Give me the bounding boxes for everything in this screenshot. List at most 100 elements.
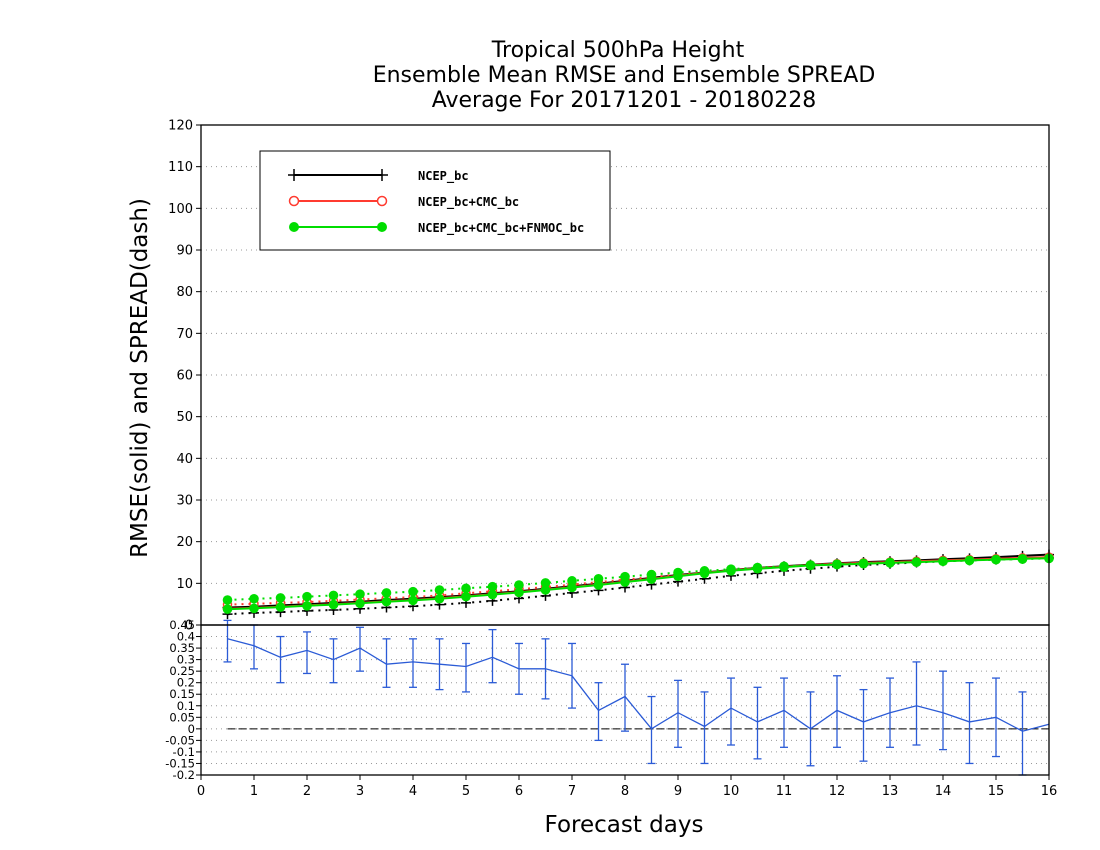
x-tick-label: 13 bbox=[882, 784, 899, 799]
spread-marker bbox=[620, 571, 630, 582]
rmse-marker bbox=[302, 601, 312, 611]
y-tick-label: 30 bbox=[176, 494, 193, 509]
y-tick-label-bottom: 0.05 bbox=[169, 710, 195, 724]
x-tick-label: 12 bbox=[829, 784, 846, 799]
spread-marker bbox=[593, 573, 604, 584]
x-tick-label: 15 bbox=[988, 784, 1005, 799]
spread-marker bbox=[752, 562, 763, 573]
spread-marker bbox=[302, 591, 312, 602]
y-tick-label-bottom: -0.1 bbox=[173, 745, 195, 759]
y-tick-label: 120 bbox=[168, 119, 193, 134]
y-tick-label-bottom: 0.2 bbox=[177, 676, 195, 690]
rmse-marker bbox=[222, 604, 233, 614]
spread-marker bbox=[355, 589, 365, 599]
spread-marker bbox=[434, 585, 445, 595]
y-tick-label: 80 bbox=[176, 285, 193, 300]
spread-marker bbox=[514, 580, 524, 590]
spread-marker bbox=[1017, 554, 1028, 564]
spread-marker bbox=[911, 557, 922, 567]
x-tick-label: 4 bbox=[409, 784, 417, 799]
top-panel-series bbox=[222, 549, 1054, 620]
y-tick-label: 60 bbox=[176, 369, 193, 384]
axes: 0102030405060708090100110120-0.2-0.15-0.… bbox=[165, 119, 1057, 800]
x-tick-label: 2 bbox=[303, 784, 311, 799]
x-tick-label: 6 bbox=[515, 784, 523, 799]
y-tick-label-bottom: -0.2 bbox=[173, 768, 195, 782]
y-tick-label-bottom: -0.15 bbox=[165, 756, 195, 770]
y-tick-label: 40 bbox=[176, 452, 193, 467]
spread-marker bbox=[461, 583, 471, 594]
y-tick-label-bottom: 0.4 bbox=[177, 630, 195, 644]
spread-marker bbox=[779, 561, 789, 572]
bottom-panel-grid bbox=[201, 636, 1049, 764]
rmse-marker bbox=[487, 589, 498, 600]
chart-subtitle: Ensemble Mean RMSE and Ensemble SPREAD bbox=[373, 63, 876, 88]
spread-marker bbox=[673, 567, 683, 578]
x-tick-label: 3 bbox=[356, 784, 364, 799]
rmse-marker bbox=[567, 582, 577, 593]
y-tick-label-bottom: 0.3 bbox=[177, 653, 195, 667]
spread-marker bbox=[249, 593, 259, 604]
rmse-marker bbox=[381, 596, 392, 607]
rmse-marker bbox=[434, 593, 445, 604]
legend-label-ncep: NCEP_bc bbox=[418, 169, 469, 184]
legend: NCEP_bc NCEP_bc+CMC_bc NCEP_bc+CMC_bc+FN… bbox=[259, 150, 611, 251]
x-tick-label: 7 bbox=[568, 784, 576, 799]
legend-marker-ncep-cmc-b bbox=[376, 195, 388, 207]
y-tick-label: 20 bbox=[176, 535, 193, 550]
legend-marker-ncep bbox=[288, 169, 388, 181]
y-tick-label-bottom: 0.35 bbox=[169, 641, 195, 655]
rmse-marker bbox=[540, 585, 551, 595]
y-tick-label: 90 bbox=[176, 244, 193, 259]
rmse-marker bbox=[275, 602, 286, 612]
x-tick-label: 8 bbox=[621, 784, 629, 799]
x-tick-label: 16 bbox=[1041, 784, 1058, 799]
spread-marker bbox=[487, 581, 498, 592]
spread-marker bbox=[540, 578, 551, 588]
x-axis-title: Forecast days bbox=[545, 812, 704, 838]
y-tick-label: 110 bbox=[168, 160, 193, 175]
legend-marker-ncep-cmc-a bbox=[288, 195, 300, 207]
spread-marker bbox=[328, 590, 339, 601]
difference-line bbox=[227, 638, 1050, 732]
chart-title: Tropical 500hPa Height bbox=[491, 38, 745, 63]
rmse-marker bbox=[355, 598, 365, 609]
spread-marker bbox=[726, 564, 736, 574]
spread-marker bbox=[964, 555, 975, 566]
y-tick-label: 10 bbox=[176, 577, 193, 592]
x-tick-label: 1 bbox=[250, 784, 258, 799]
y-tick-label-bottom: 0.25 bbox=[169, 664, 195, 678]
bottom-panel-series bbox=[223, 619, 1050, 776]
legend-marker-ncep-cmc-fnmoc-b bbox=[377, 222, 387, 232]
y-tick-label: 50 bbox=[176, 410, 193, 425]
spread-marker bbox=[408, 586, 418, 597]
rmse-marker bbox=[461, 591, 471, 602]
spread-marker bbox=[222, 595, 233, 605]
spread-marker bbox=[381, 588, 392, 598]
y-tick-label-bottom: 0.1 bbox=[177, 699, 195, 713]
difference-series bbox=[223, 619, 1050, 776]
y-tick-label: 0 bbox=[185, 619, 193, 634]
rmse-line bbox=[227, 556, 1050, 610]
series-NCEP_bc+CMC_bc+FNMOC_bc bbox=[222, 553, 1054, 614]
spread-marker bbox=[646, 569, 657, 580]
spread-marker bbox=[805, 560, 816, 570]
y-tick-label-bottom: 0 bbox=[188, 722, 195, 736]
y-tick-label-bottom: -0.05 bbox=[165, 733, 195, 747]
rmse-marker bbox=[514, 587, 524, 598]
x-tick-label: 5 bbox=[462, 784, 470, 799]
spread-marker bbox=[567, 576, 577, 586]
legend-marker-ncep-cmc-fnmoc-a bbox=[289, 222, 299, 232]
x-tick-label: 0 bbox=[197, 784, 205, 799]
spread-marker bbox=[858, 558, 869, 569]
rmse-marker bbox=[328, 599, 339, 610]
spread-marker bbox=[991, 554, 1001, 565]
y-tick-label: 70 bbox=[176, 327, 193, 342]
chart-subtitle-2: Average For 20171201 - 20180228 bbox=[432, 88, 817, 113]
spread-line bbox=[227, 556, 1050, 616]
x-tick-label: 11 bbox=[776, 784, 793, 799]
x-tick-label: 10 bbox=[723, 784, 740, 799]
spread-marker bbox=[275, 593, 286, 603]
y-tick-label: 100 bbox=[168, 202, 193, 217]
